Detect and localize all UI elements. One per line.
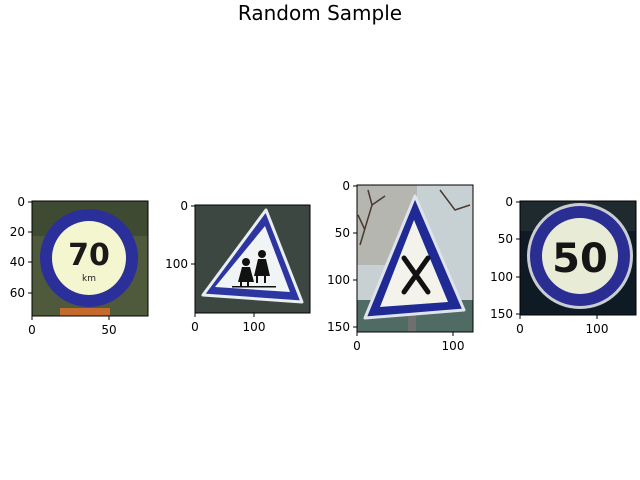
panel-4-ytick: 0 [505, 195, 513, 209]
children-crossing-icon [232, 250, 276, 288]
panel-3-ytick: 50 [335, 226, 350, 240]
panel-3-ytick: 100 [327, 273, 350, 287]
panel-4-frame [519, 200, 637, 316]
panel-3-xtick: 100 [442, 339, 465, 353]
panel-2-xtick: 0 [191, 320, 199, 334]
panel-1-xtick: 50 [101, 323, 116, 337]
panel-1-ytick: 40 [10, 255, 25, 269]
panel-3-ytick: 0 [342, 179, 350, 193]
panel-4-ytick: 150 [490, 307, 513, 321]
panel-2-ytick: 100 [165, 257, 188, 271]
panel-1-ytick: 0 [17, 195, 25, 209]
panel-4-xtick: 100 [586, 322, 609, 336]
panel-4-sign-number: 50 [552, 236, 608, 282]
panel-school-crossing: 0 100 0 100 [165, 199, 311, 334]
panel-4-xtick: 0 [516, 322, 524, 336]
panel-3-xtick: 0 [353, 339, 361, 353]
panel-speed-limit-70: 70 km 0 50 0 20 40 60 [10, 195, 149, 337]
panel-1-sign-subtext: km [82, 274, 96, 284]
panel-4-ytick: 50 [498, 232, 513, 246]
panel-1-sign-number: 70 [68, 238, 110, 273]
panel-1-ytick: 60 [10, 286, 25, 300]
crossroads-x-icon [401, 255, 431, 295]
panel-2-ytick: 0 [180, 199, 188, 213]
panel-2-frame [194, 204, 311, 314]
panel-2-xtick: 100 [243, 320, 266, 334]
panel-1-xtick: 0 [28, 323, 36, 337]
panel-speed-limit-50: 50 0 100 0 50 100 150 [490, 195, 637, 336]
panel-1-ytick: 20 [10, 225, 25, 239]
panel-4-ytick: 100 [490, 270, 513, 284]
panel-2-sign-inner [215, 226, 290, 292]
panel-crossroads-warning: 0 100 0 50 100 150 [327, 179, 474, 353]
panel-3-frame [356, 184, 474, 333]
panel-3-ytick: 150 [327, 320, 350, 334]
panel-1-frame [31, 200, 149, 317]
panel-4-sign-inner [542, 218, 618, 294]
figure-title: Random Sample [237, 1, 403, 25]
panel-3-sign-inner [380, 220, 448, 307]
tree-branches [357, 189, 471, 246]
panel-1-sign-inner [52, 221, 126, 295]
